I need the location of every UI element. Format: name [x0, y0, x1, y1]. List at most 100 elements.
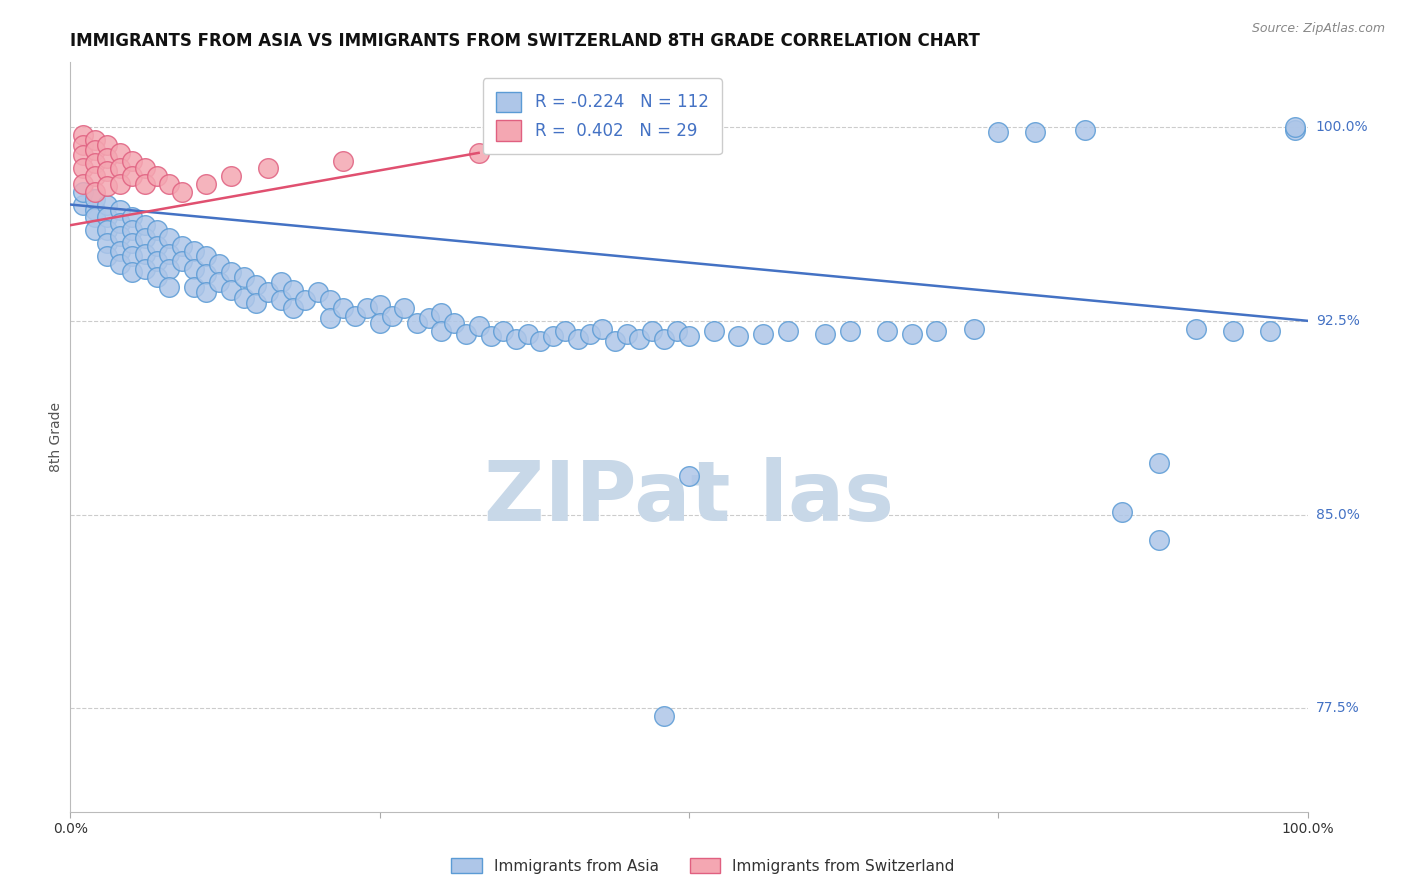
Point	[1024, 125, 1046, 139]
Point	[652, 332, 675, 346]
Point	[96, 211, 118, 225]
Point	[72, 177, 94, 191]
Point	[84, 156, 107, 170]
Point	[134, 177, 156, 191]
Text: Source: ZipAtlas.com: Source: ZipAtlas.com	[1251, 22, 1385, 36]
Point	[121, 249, 143, 263]
Point	[219, 265, 242, 279]
Point	[307, 285, 329, 300]
Point	[134, 231, 156, 245]
Point	[157, 177, 180, 191]
Point	[1111, 505, 1133, 519]
Point	[170, 239, 193, 253]
Point	[146, 223, 169, 237]
Point	[134, 161, 156, 176]
Point	[84, 133, 107, 147]
Point	[443, 317, 465, 331]
Point	[294, 293, 316, 307]
Point	[96, 179, 118, 194]
Text: 92.5%: 92.5%	[1316, 314, 1360, 328]
Point	[678, 329, 700, 343]
Point	[319, 311, 342, 326]
Point	[108, 177, 131, 191]
Text: 85.0%: 85.0%	[1316, 508, 1360, 522]
Point	[467, 145, 489, 160]
Point	[332, 153, 354, 168]
Point	[727, 329, 749, 343]
Point	[517, 326, 540, 341]
Point	[208, 257, 231, 271]
Legend: R = -0.224   N = 112, R =  0.402   N = 29: R = -0.224 N = 112, R = 0.402 N = 29	[482, 78, 721, 154]
Point	[418, 311, 440, 326]
Point	[108, 228, 131, 243]
Point	[281, 301, 304, 315]
Point	[467, 318, 489, 333]
Point	[183, 244, 205, 258]
Point	[270, 275, 292, 289]
Point	[96, 164, 118, 178]
Point	[134, 218, 156, 232]
Point	[368, 298, 391, 312]
Point	[108, 216, 131, 230]
Point	[121, 169, 143, 183]
Point	[987, 125, 1010, 139]
Point	[579, 326, 602, 341]
Point	[84, 193, 107, 207]
Point	[332, 301, 354, 315]
Point	[281, 283, 304, 297]
Point	[72, 138, 94, 153]
Point	[157, 246, 180, 260]
Point	[157, 231, 180, 245]
Point	[96, 236, 118, 251]
Point	[146, 269, 169, 284]
Point	[678, 468, 700, 483]
Point	[157, 280, 180, 294]
Point	[603, 334, 626, 349]
Point	[121, 236, 143, 251]
Point	[652, 709, 675, 723]
Point	[195, 177, 218, 191]
Point	[492, 324, 515, 338]
Point	[84, 143, 107, 157]
Point	[84, 169, 107, 183]
Point	[1147, 533, 1170, 548]
Point	[170, 254, 193, 268]
Point	[108, 145, 131, 160]
Point	[430, 306, 453, 320]
Y-axis label: 8th Grade: 8th Grade	[49, 402, 63, 472]
Point	[84, 211, 107, 225]
Point	[319, 293, 342, 307]
Point	[183, 262, 205, 277]
Point	[1147, 456, 1170, 470]
Point	[641, 324, 664, 338]
Text: ZIPat las: ZIPat las	[484, 457, 894, 538]
Point	[108, 244, 131, 258]
Point	[616, 326, 638, 341]
Point	[925, 324, 948, 338]
Legend: Immigrants from Asia, Immigrants from Switzerland: Immigrants from Asia, Immigrants from Sw…	[446, 852, 960, 880]
Point	[96, 138, 118, 153]
Point	[96, 197, 118, 211]
Point	[146, 239, 169, 253]
Point	[1222, 324, 1244, 338]
Point	[72, 161, 94, 176]
Point	[430, 324, 453, 338]
Point	[232, 269, 254, 284]
Point	[554, 324, 576, 338]
Point	[84, 202, 107, 217]
Point	[1284, 120, 1306, 134]
Point	[628, 332, 651, 346]
Point	[96, 223, 118, 237]
Point	[208, 275, 231, 289]
Point	[134, 262, 156, 277]
Point	[505, 332, 527, 346]
Point	[394, 301, 416, 315]
Point	[962, 321, 984, 335]
Point	[900, 326, 922, 341]
Point	[121, 265, 143, 279]
Point	[356, 301, 378, 315]
Point	[368, 317, 391, 331]
Point	[1185, 321, 1208, 335]
Point	[157, 262, 180, 277]
Point	[703, 324, 725, 338]
